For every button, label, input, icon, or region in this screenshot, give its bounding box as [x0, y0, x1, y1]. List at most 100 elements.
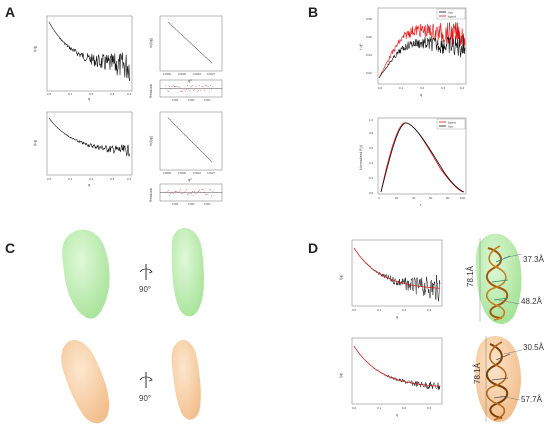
guinier-point — [211, 63, 213, 64]
x-tick: 0.0000 — [163, 171, 171, 175]
guinier-point — [210, 160, 212, 162]
y-ticks: 0.0 0.2 0.4 0.6 0.8 1.0 — [369, 118, 374, 195]
guinier-point — [193, 46, 195, 47]
guinier-point — [206, 156, 207, 157]
guinier-point — [176, 126, 178, 128]
residual-point — [207, 86, 209, 88]
kratky-plot: Apo ligand I·q² q 0.02 0.04 0.06 0.08 0.… — [358, 7, 467, 97]
y-axis-label: Residuals — [149, 188, 153, 202]
plot-frame — [377, 7, 467, 85]
guinier-point — [177, 128, 179, 129]
guinier-point — [208, 59, 209, 60]
orange-envelope-front — [61, 340, 110, 424]
guinier-point — [174, 123, 176, 125]
residual-point — [182, 91, 184, 92]
guinier-point — [198, 148, 199, 149]
residual-point — [166, 90, 168, 92]
residual-point — [204, 89, 205, 91]
residual-point — [196, 191, 198, 193]
panel-a-bottom-guinier-plot: ln(I(q)) q² 0.0000 0.0009 0.0018 0.0027 — [149, 111, 223, 182]
x-ticks: 0.0000 0.0009 0.0018 0.0027 — [163, 72, 215, 76]
guinier-points — [167, 117, 213, 162]
x-ticks: 0.0000 0.0009 0.0018 0.0027 — [163, 171, 215, 175]
guinier-point — [202, 152, 204, 154]
guinier-point — [167, 22, 169, 23]
guinier-point — [195, 48, 197, 49]
guinier-point — [172, 122, 173, 124]
panel-a: I(q) q 0.0 0.1 0.2 0.3 0.4 ln(I(q)) q² 0… — [32, 15, 223, 206]
lower-width-line — [497, 299, 521, 305]
scattering-curve — [48, 21, 131, 81]
guinier-point — [186, 136, 188, 138]
pr-plot: ligand Apo Normalized P(r) r 0.0 0.2 0.4… — [359, 117, 467, 207]
guinier-point — [201, 53, 203, 54]
x-tick: 0.3 — [110, 92, 115, 96]
x-tick: 0.2 — [420, 86, 425, 90]
residual-point — [190, 86, 192, 88]
x-tick: 0.2 — [89, 177, 94, 181]
guinier-point — [191, 141, 193, 142]
x-tick: 0.1 — [377, 308, 382, 312]
guinier-point — [183, 36, 185, 38]
plot-frame — [377, 117, 467, 195]
legend-box — [436, 8, 466, 20]
residual-point — [199, 189, 201, 191]
guinier-fit-line — [167, 117, 213, 163]
residual-point — [184, 90, 186, 92]
y-tick: 1.0 — [369, 118, 374, 122]
x-tick: 0.4 — [127, 177, 132, 181]
x-tick: 0.002 — [188, 98, 195, 102]
guinier-point — [204, 155, 206, 156]
guinier-point — [210, 61, 212, 63]
residual-point — [184, 190, 186, 192]
rotation-label-top: 90° — [139, 285, 151, 294]
x-tick: 0.003 — [204, 98, 211, 102]
residual-point — [177, 192, 179, 193]
rna-helix-strand — [486, 245, 507, 321]
y-tick: 0.02 — [366, 71, 372, 75]
residual-point — [207, 193, 209, 195]
residual-point — [178, 190, 180, 192]
guinier-point — [178, 129, 180, 130]
panel-c: 90° 90° — [61, 228, 204, 424]
guinier-point — [169, 23, 171, 25]
x-tick: 0.0009 — [178, 72, 186, 76]
guinier-point — [171, 24, 172, 26]
panel-letter-b: B — [308, 4, 319, 20]
x-tick: 0.001 — [172, 98, 179, 102]
legend-box — [436, 118, 466, 130]
residual-point — [206, 194, 208, 196]
residual-point — [186, 189, 187, 191]
residual-point — [199, 85, 201, 86]
residual-point — [205, 193, 207, 195]
x-ticks: 0.0 0.1 0.2 0.3 — [352, 406, 432, 410]
x-ticks: 0 20 40 60 80 100 — [378, 196, 465, 200]
x-ticks: 0.0 0.1 0.2 0.3 — [352, 308, 432, 312]
residual-point — [174, 86, 175, 88]
guinier-point — [184, 37, 186, 39]
residual-point — [188, 193, 190, 195]
residual-point — [186, 89, 187, 91]
residual-point — [169, 86, 171, 87]
y-tick: 0.08 — [366, 17, 372, 21]
rotation-icon-bottom — [139, 372, 153, 388]
residual-point — [175, 86, 177, 87]
x-axis-label: q — [396, 315, 398, 319]
y-axis-label: I(q) — [32, 139, 37, 146]
x-tick: 0.0 — [378, 86, 383, 90]
lower-width-label: 57.7Å — [521, 395, 543, 404]
green-envelope-side — [171, 228, 204, 317]
guinier-point — [203, 55, 205, 57]
guinier-point — [186, 39, 188, 41]
guinier-point — [181, 34, 182, 36]
rna-helix-strand — [486, 341, 507, 421]
guinier-point — [187, 137, 189, 139]
residual-point — [175, 191, 177, 193]
residual-point — [194, 191, 196, 193]
scattering-curve — [48, 117, 131, 157]
guinier-point — [211, 161, 213, 162]
guinier-point — [175, 29, 177, 31]
x-tick: 0.0 — [47, 92, 52, 96]
x-ticks: 0.0 0.1 0.2 0.3 0.4 — [47, 177, 132, 181]
guinier-point — [168, 22, 170, 24]
